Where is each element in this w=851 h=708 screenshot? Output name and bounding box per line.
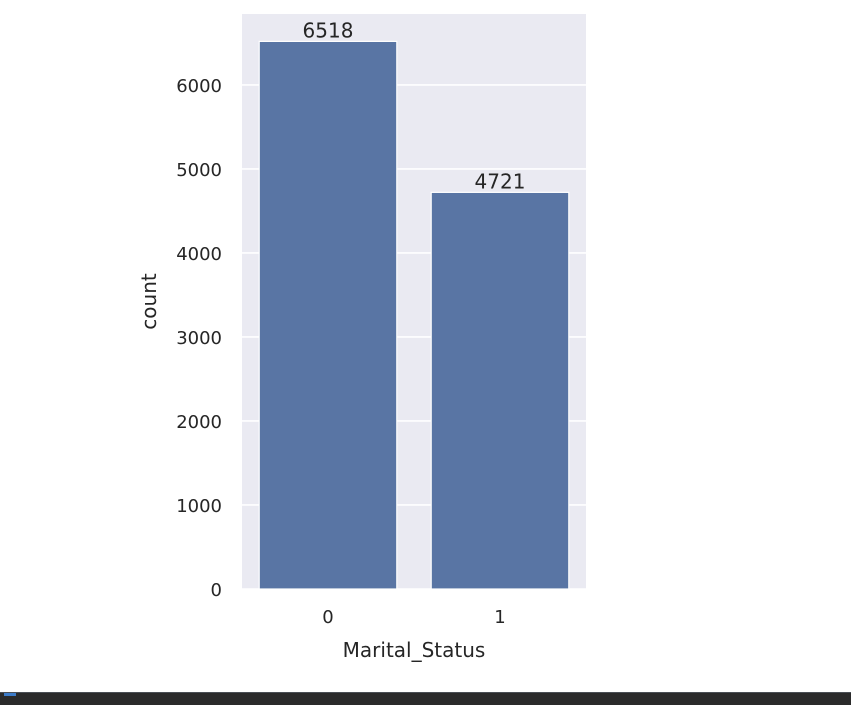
- x-tick-label: 1: [494, 607, 505, 628]
- data-label-0: 6518: [303, 18, 354, 42]
- y-tick-label: 2000: [176, 412, 222, 433]
- data-labels: 6518 4721: [303, 18, 526, 193]
- bars: [258, 40, 570, 590]
- data-label-1: 4721: [475, 169, 526, 193]
- y-axis-ticks: 0 1000 2000 3000 4000 5000 6000: [176, 76, 222, 601]
- bar-1: [430, 191, 570, 590]
- y-tick-label: 1000: [176, 496, 222, 517]
- scroll-indicator: [4, 693, 16, 696]
- y-tick-label: 6000: [176, 76, 222, 97]
- x-tick-label: 0: [322, 607, 333, 628]
- y-tick-label: 3000: [176, 328, 222, 349]
- bar-0: [258, 40, 398, 590]
- y-tick-label: 4000: [176, 244, 222, 265]
- y-tick-label: 5000: [176, 160, 222, 181]
- window-bottom-bar: [0, 692, 851, 705]
- y-axis-label: count: [137, 273, 161, 330]
- y-tick-label: 0: [211, 580, 222, 601]
- x-axis-label: Marital_Status: [343, 638, 486, 662]
